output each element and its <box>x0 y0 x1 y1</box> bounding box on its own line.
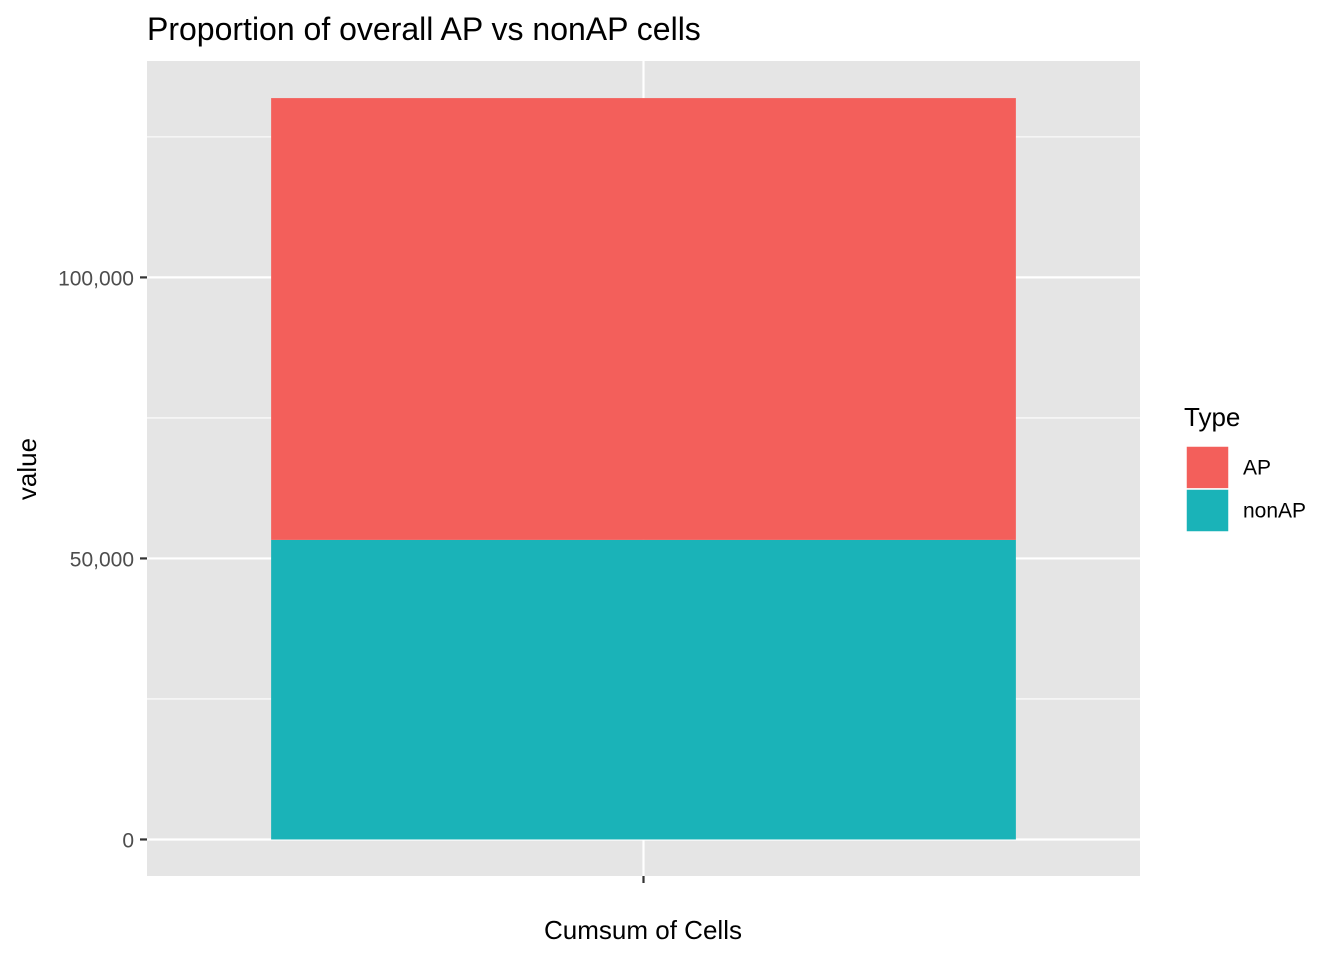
bar-stack <box>271 98 1016 840</box>
bar-segment-AP <box>271 98 1016 540</box>
y-axis: 0 50,000 100,000 <box>58 267 147 852</box>
legend-key-nonAP <box>1185 488 1230 533</box>
legend: Type AP nonAP <box>1184 402 1306 533</box>
chart-title: Proportion of overall AP vs nonAP cells <box>147 11 701 47</box>
bar-segment-nonAP <box>271 539 1016 840</box>
x-axis-title: Cumsum of Cells <box>544 915 742 945</box>
y-axis-title: value <box>12 438 42 500</box>
legend-key-AP <box>1185 445 1230 490</box>
legend-label-nonAP: nonAP <box>1243 500 1306 523</box>
y-tick-label: 100,000 <box>58 267 134 290</box>
y-tick-label: 50,000 <box>70 548 134 571</box>
legend-title: Type <box>1184 402 1240 432</box>
legend-label-AP: AP <box>1243 457 1271 480</box>
y-tick-label: 0 <box>122 829 134 852</box>
